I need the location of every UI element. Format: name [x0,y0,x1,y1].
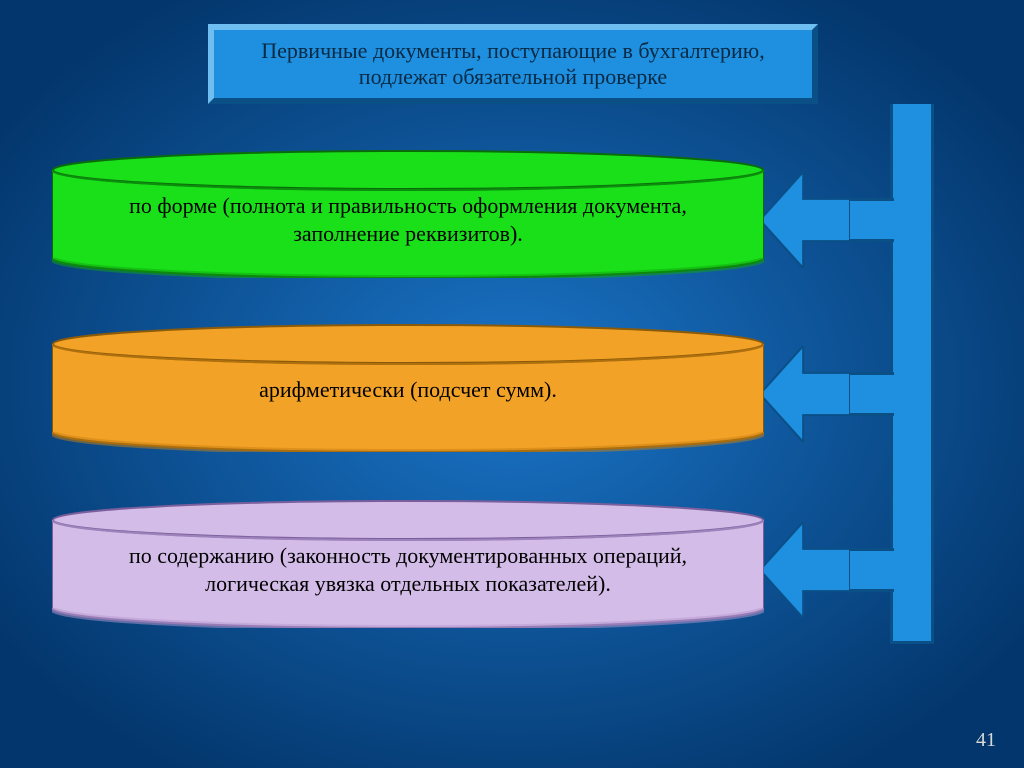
cylinder-label: по содержанию (законность документирован… [52,542,764,597]
connector-horizontal [844,548,894,592]
connector-horizontal [844,372,894,416]
cylinder-label: по форме (полнота и правильность оформле… [52,192,764,247]
slide: Первичные документы, поступающие в бухга… [0,0,1024,768]
arrow-left-icon [760,522,850,618]
arrow-left-icon [760,172,850,268]
arrow-left-icon [760,346,850,442]
header-text: Первичные документы, поступающие в бухга… [232,38,794,90]
connector-vertical [890,104,934,644]
cylinder-item: по содержанию (законность документирован… [52,500,764,628]
cylinder-item: арифметически (подсчет сумм). [52,324,764,452]
page-number: 41 [976,729,996,752]
cylinder-label: арифметически (подсчет сумм). [52,376,764,404]
header-box: Первичные документы, поступающие в бухга… [208,24,818,104]
cylinder-item: по форме (полнота и правильность оформле… [52,150,764,278]
connector-horizontal [844,198,894,242]
